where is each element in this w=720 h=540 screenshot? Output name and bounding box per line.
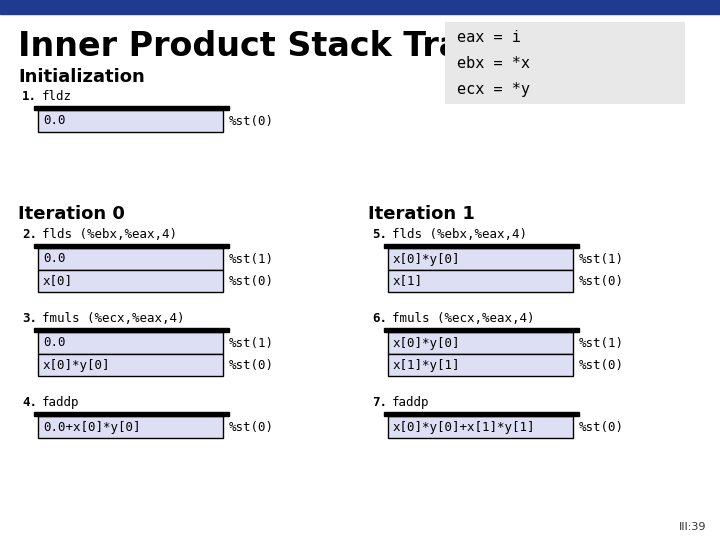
Text: III:39: III:39 [678, 522, 706, 532]
Text: ebx = *x: ebx = *x [457, 56, 530, 71]
Text: 2.: 2. [22, 228, 37, 241]
Text: %st(1): %st(1) [229, 253, 274, 266]
Bar [384, 328, 579, 332]
Bar [0, 0, 720, 14]
Bar [445, 22, 685, 104]
Text: %st(0): %st(0) [579, 359, 624, 372]
Text: 4.: 4. [22, 396, 37, 409]
Text: %st(0): %st(0) [229, 274, 274, 287]
Text: 7.: 7. [372, 396, 387, 409]
Text: eax = i: eax = i [457, 30, 521, 45]
Text: fldz: fldz [42, 90, 72, 103]
Text: fmuls (%ecx,%eax,4): fmuls (%ecx,%eax,4) [42, 312, 184, 325]
Bar [38, 248, 223, 270]
Bar [388, 354, 573, 376]
Text: 0.0: 0.0 [43, 336, 66, 349]
Bar [388, 332, 573, 354]
Text: Iteration 0: Iteration 0 [18, 205, 125, 223]
Text: %st(0): %st(0) [229, 114, 274, 127]
Bar [38, 110, 223, 132]
Text: x[0]: x[0] [43, 274, 73, 287]
Bar [34, 244, 229, 248]
Text: flds (%ebx,%eax,4): flds (%ebx,%eax,4) [42, 228, 177, 241]
Bar [388, 416, 573, 438]
Text: Initialization: Initialization [18, 68, 145, 86]
Text: x[0]*y[0]+x[1]*y[1]: x[0]*y[0]+x[1]*y[1] [393, 421, 536, 434]
Bar [34, 412, 229, 416]
Bar [388, 248, 573, 270]
Text: %st(0): %st(0) [229, 359, 274, 372]
Text: 3.: 3. [22, 312, 37, 325]
Text: %st(1): %st(1) [579, 253, 624, 266]
Text: 0.0+x[0]*y[0]: 0.0+x[0]*y[0] [43, 421, 140, 434]
Bar [38, 416, 223, 438]
Text: 0.0: 0.0 [43, 114, 66, 127]
Text: %st(0): %st(0) [579, 274, 624, 287]
Bar [38, 354, 223, 376]
Text: x[0]*y[0]: x[0]*y[0] [43, 359, 110, 372]
Text: x[1]*y[1]: x[1]*y[1] [393, 359, 461, 372]
Bar [38, 270, 223, 292]
Text: Iteration 1: Iteration 1 [368, 205, 475, 223]
Bar [38, 332, 223, 354]
Text: ecx = *y: ecx = *y [457, 82, 530, 97]
Text: x[0]*y[0]: x[0]*y[0] [393, 253, 461, 266]
Bar [384, 412, 579, 416]
Bar [34, 328, 229, 332]
Text: %st(1): %st(1) [229, 336, 274, 349]
Text: flds (%ebx,%eax,4): flds (%ebx,%eax,4) [392, 228, 527, 241]
Text: faddp: faddp [42, 396, 79, 409]
Text: 6.: 6. [372, 312, 387, 325]
Text: 1.: 1. [22, 90, 37, 103]
Text: %st(1): %st(1) [579, 336, 624, 349]
Text: %st(0): %st(0) [579, 421, 624, 434]
Text: faddp: faddp [392, 396, 430, 409]
Text: x[1]: x[1] [393, 274, 423, 287]
Bar [34, 106, 229, 110]
Text: 0.0: 0.0 [43, 253, 66, 266]
Text: fmuls (%ecx,%eax,4): fmuls (%ecx,%eax,4) [392, 312, 534, 325]
Bar [388, 270, 573, 292]
Bar [384, 244, 579, 248]
Text: x[0]*y[0]: x[0]*y[0] [393, 336, 461, 349]
Text: %st(0): %st(0) [229, 421, 274, 434]
Text: 5.: 5. [372, 228, 387, 241]
Text: Inner Product Stack Trace: Inner Product Stack Trace [18, 30, 503, 63]
